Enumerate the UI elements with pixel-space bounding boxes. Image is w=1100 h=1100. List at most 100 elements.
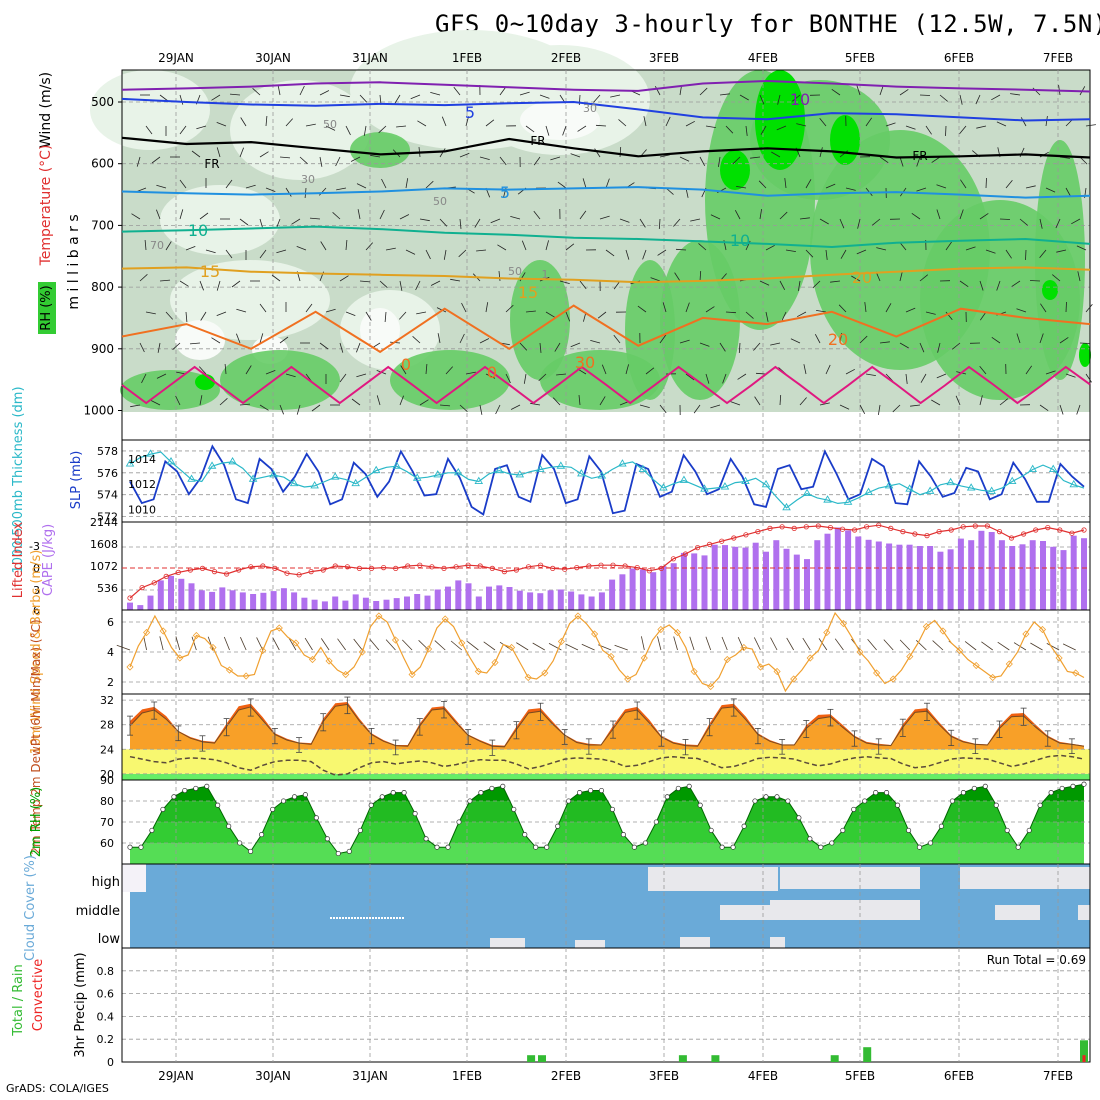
wind-barb bbox=[959, 94, 963, 105]
wind-barb bbox=[441, 116, 447, 127]
rh2m-point bbox=[489, 785, 495, 791]
thickness-point bbox=[125, 459, 135, 467]
wind-barb bbox=[562, 125, 567, 136]
wind10m-barb bbox=[1030, 642, 1043, 651]
wind-barb bbox=[625, 249, 630, 260]
wind-barb bbox=[693, 404, 701, 414]
lifted-index-point bbox=[380, 564, 387, 571]
wind10m-tick-label: 6 bbox=[107, 616, 114, 629]
wind10m-barb bbox=[207, 636, 214, 651]
wind10m-barb bbox=[1046, 643, 1060, 651]
cape-bar bbox=[670, 563, 677, 610]
cape-bar bbox=[157, 580, 164, 610]
lifted-index-point bbox=[477, 563, 483, 569]
wind-barb bbox=[601, 364, 607, 375]
wind-barb bbox=[699, 342, 710, 347]
wind-barb bbox=[538, 373, 547, 382]
wind-barb bbox=[1059, 337, 1069, 344]
wind-barb bbox=[734, 210, 741, 220]
wind-barb bbox=[738, 342, 741, 354]
rh2m-point bbox=[357, 827, 363, 833]
legend-rh: RH (%) bbox=[39, 285, 54, 330]
rh2m-point bbox=[237, 840, 243, 846]
wind-barb bbox=[865, 117, 873, 127]
lifted-index-point bbox=[537, 562, 544, 568]
rh2m-point bbox=[313, 815, 319, 821]
wind10m-speed-point bbox=[740, 643, 748, 652]
wind-barb bbox=[1040, 303, 1047, 313]
wind-barb bbox=[545, 240, 549, 251]
cloud-clear-patch bbox=[770, 900, 920, 920]
wind10m-speed-point bbox=[1055, 654, 1063, 662]
cape-bar bbox=[598, 592, 605, 610]
wind-barb bbox=[675, 248, 687, 251]
thickness-point bbox=[1048, 464, 1058, 472]
temp-axis-label: 2m Temp 2m DewPt (6hr Min/Max) (°C) bbox=[29, 619, 43, 854]
cape-bar bbox=[793, 554, 800, 610]
rh2m-point bbox=[511, 806, 517, 812]
wind-barb bbox=[505, 304, 514, 313]
wind-barb bbox=[699, 87, 708, 96]
cape-bar bbox=[978, 530, 985, 610]
wind-barb bbox=[144, 239, 147, 251]
cape-bar bbox=[188, 583, 195, 610]
wind-barb bbox=[725, 125, 734, 134]
lifted-index-point bbox=[1069, 530, 1075, 536]
lifted-index-point bbox=[429, 564, 435, 570]
contour-label: 20 bbox=[852, 268, 872, 287]
wind-barb bbox=[299, 156, 308, 164]
wind-barb bbox=[1052, 274, 1061, 282]
wind-barb bbox=[798, 280, 801, 291]
wind10m-speed-point bbox=[275, 624, 283, 632]
wind-barb bbox=[499, 86, 507, 96]
wind-barb bbox=[365, 311, 372, 321]
lifted-index-point bbox=[851, 527, 858, 533]
date-label-top: 5FEB bbox=[845, 51, 875, 65]
lifted-index-point bbox=[199, 565, 206, 572]
wind-barb bbox=[856, 85, 861, 96]
wind-barb bbox=[465, 116, 469, 127]
cape-bar bbox=[845, 530, 852, 610]
rh-moist-region bbox=[350, 132, 410, 168]
wind-barb bbox=[439, 148, 446, 158]
wind-barb bbox=[350, 156, 361, 162]
wind-barb bbox=[130, 404, 141, 408]
thickness-point bbox=[146, 449, 155, 457]
wind-barb bbox=[319, 342, 329, 350]
cape-bar bbox=[301, 597, 308, 610]
lifted-index-point bbox=[646, 568, 652, 574]
cloud-row-label: high bbox=[92, 875, 120, 890]
precip-tick-label: 0.8 bbox=[97, 965, 115, 978]
wind10m-barb bbox=[705, 636, 712, 651]
wind-barb bbox=[530, 402, 541, 406]
wind-barb bbox=[199, 395, 203, 406]
wind-barb bbox=[745, 125, 748, 136]
lifted-tick-label: 3 bbox=[33, 584, 40, 597]
wind-barb bbox=[1085, 304, 1093, 313]
wind-barb bbox=[919, 342, 925, 353]
thickness-axis-label: 1000-500mb Thickness (dm) bbox=[11, 386, 26, 573]
contour-label: 30 bbox=[301, 173, 315, 186]
rh2m-point bbox=[533, 844, 539, 850]
panel-slp-thickness: 572 574 576 578 1010 1012 1014 1000-500mb Thick… bbox=[11, 386, 1091, 574]
wind-barb bbox=[453, 86, 461, 96]
wind-barb bbox=[705, 306, 715, 313]
wind10m-speed-point bbox=[192, 631, 200, 640]
rh2m-point bbox=[741, 823, 747, 829]
wind10m-speed-point bbox=[159, 627, 167, 635]
lifted-index-point bbox=[731, 535, 737, 541]
wind-barb bbox=[799, 397, 807, 406]
rh2m-point bbox=[280, 798, 287, 804]
thickness-point bbox=[577, 468, 586, 477]
wind-barb bbox=[750, 156, 761, 159]
contour-label: 10 bbox=[188, 221, 208, 240]
thickness-point bbox=[1028, 464, 1037, 472]
wind10m-barb bbox=[673, 636, 678, 651]
lifted-index-point bbox=[1008, 535, 1015, 541]
rh-saturated-region bbox=[720, 150, 750, 190]
cape-bar bbox=[127, 602, 133, 610]
lifted-index-point bbox=[1081, 527, 1087, 533]
rh2m-point bbox=[346, 848, 352, 854]
wind-barb bbox=[654, 86, 661, 96]
wind-barb bbox=[376, 395, 381, 406]
